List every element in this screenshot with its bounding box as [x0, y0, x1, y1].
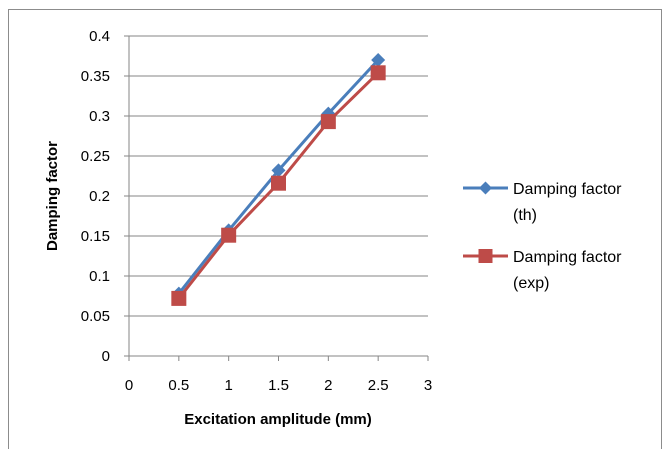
data-point-th-2	[271, 163, 286, 178]
data-point-exp-1	[221, 227, 237, 243]
data-point-exp-0	[171, 290, 187, 306]
y-tick-label-7: 0.35	[81, 68, 110, 85]
y-axis-title: Damping factor	[44, 141, 61, 251]
x-tick-label-1: 0.5	[168, 377, 189, 394]
x-tick-label-0: 0	[125, 377, 133, 394]
y-tick-label-3: 0.15	[81, 228, 110, 245]
y-tick-label-5: 0.25	[81, 148, 110, 165]
x-tick-label-5: 2.5	[368, 377, 389, 394]
gridlines	[124, 35, 429, 361]
legend-label-exp-line1: Damping factor	[513, 249, 622, 266]
data-point-th-4	[371, 53, 386, 67]
legend-marker-th	[479, 181, 492, 195]
x-tick-label-2: 1	[224, 377, 232, 394]
x-axis-title: Excitation amplitude (mm)	[184, 411, 372, 428]
legend-label-th-line2: (th)	[513, 207, 537, 224]
legend-marker-exp	[478, 249, 493, 263]
data-point-exp-4	[370, 65, 386, 81]
legend-item-th: Damping factor (th)	[463, 181, 622, 224]
series	[171, 53, 386, 306]
y-tick-label-8: 0.4	[89, 28, 110, 45]
y-tick-label-6: 0.3	[89, 108, 110, 125]
x-tick-label-4: 2	[324, 377, 332, 394]
y-tick-label-0: 0	[102, 348, 110, 365]
y-tick-label-4: 0.2	[89, 188, 110, 205]
x-tick-label-3: 1.5	[268, 377, 289, 394]
legend-label-exp-line2: (exp)	[513, 275, 549, 292]
x-tick-labels: 0 0.5 1 1.5 2 2.5 3	[125, 377, 432, 394]
x-tick-label-6: 3	[424, 377, 432, 394]
y-tick-label-2: 0.1	[89, 268, 110, 285]
y-tick-labels: 0 0.05 0.1 0.15 0.2 0.25 0.3 0.35 0.4	[81, 28, 110, 365]
axes	[128, 36, 428, 357]
legend-label-th-line1: Damping factor	[513, 181, 622, 198]
data-point-exp-2	[271, 175, 286, 191]
legend-item-exp: Damping factor (exp)	[463, 249, 622, 292]
chart-frame	[8, 9, 662, 449]
legend: Damping factor (th) Damping factor (exp)	[463, 181, 622, 292]
data-point-exp-3	[320, 114, 336, 130]
y-tick-label-1: 0.05	[81, 308, 110, 325]
